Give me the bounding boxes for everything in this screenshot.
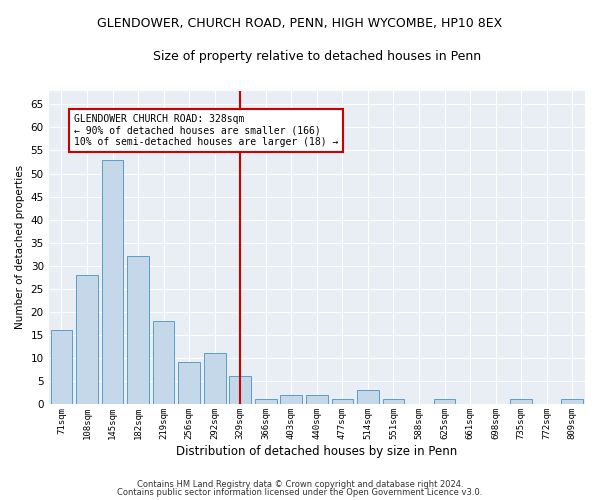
Bar [229,376,251,404]
Bar [153,321,175,404]
Bar [332,400,353,404]
Bar [178,362,200,404]
Text: Contains HM Land Registry data © Crown copyright and database right 2024.: Contains HM Land Registry data © Crown c… [137,480,463,489]
Bar [50,330,72,404]
Bar [383,400,404,404]
Bar [255,400,277,404]
Bar [280,394,302,404]
Text: GLENDOWER, CHURCH ROAD, PENN, HIGH WYCOMBE, HP10 8EX: GLENDOWER, CHURCH ROAD, PENN, HIGH WYCOM… [97,18,503,30]
Text: GLENDOWER CHURCH ROAD: 328sqm
← 90% of detached houses are smaller (166)
10% of : GLENDOWER CHURCH ROAD: 328sqm ← 90% of d… [74,114,338,147]
Bar [76,275,98,404]
Bar [306,394,328,404]
Bar [562,400,583,404]
Bar [101,160,124,404]
Bar [127,256,149,404]
Bar [357,390,379,404]
Y-axis label: Number of detached properties: Number of detached properties [15,165,25,330]
Bar [434,400,455,404]
Bar [510,400,532,404]
Title: Size of property relative to detached houses in Penn: Size of property relative to detached ho… [153,50,481,63]
Text: Contains public sector information licensed under the Open Government Licence v3: Contains public sector information licen… [118,488,482,497]
Bar [204,353,226,404]
X-axis label: Distribution of detached houses by size in Penn: Distribution of detached houses by size … [176,444,457,458]
